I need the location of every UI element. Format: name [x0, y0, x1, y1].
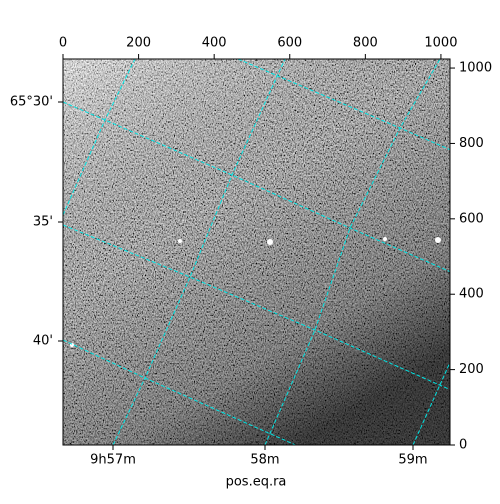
x-tick-label: 400 — [202, 36, 227, 51]
y-tick-label: 200 — [459, 362, 484, 377]
x-axis-label: pos.eq.ra — [226, 475, 287, 490]
ra-tick-label: 58m — [250, 453, 279, 468]
ra-tick-label: 9h57m — [90, 453, 136, 468]
y-tick-label: 400 — [459, 287, 484, 302]
y-tick-label: 0 — [459, 438, 467, 453]
sky-image — [63, 59, 450, 445]
x-tick-label: 600 — [277, 36, 302, 51]
x-tick-label: 1000 — [424, 36, 457, 51]
dec-tick-label: 65°30' — [10, 95, 53, 110]
y-tick-label: 800 — [459, 136, 484, 151]
world-ticks — [58, 101, 414, 450]
x-tick-label: 0 — [59, 36, 67, 51]
x-tick-label: 200 — [126, 36, 151, 51]
world-grid — [63, 59, 450, 445]
dec-tick-label: 35' — [33, 215, 53, 230]
x-tick-label: 800 — [353, 36, 378, 51]
dec-tick-label: 40' — [33, 334, 53, 349]
ra-tick-label: 59m — [398, 453, 427, 468]
plot-frame — [62, 58, 451, 446]
y-tick-label: 600 — [459, 211, 484, 226]
y-tick-label: 1000 — [459, 61, 492, 76]
